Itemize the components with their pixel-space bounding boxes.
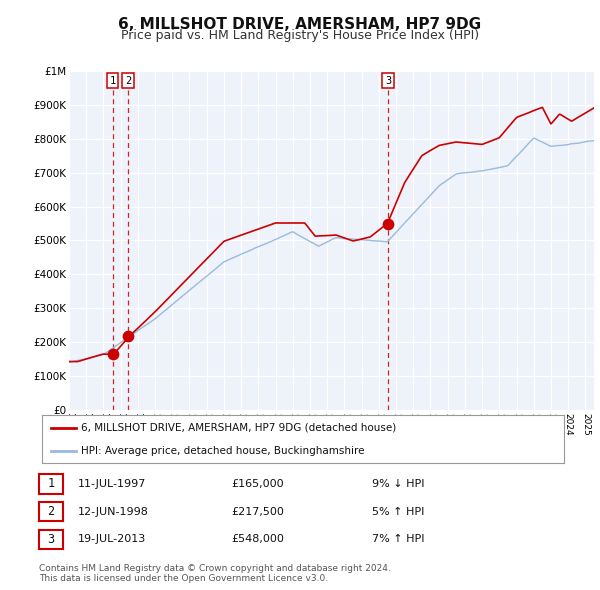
Text: 1: 1 bbox=[109, 76, 116, 86]
Text: 5% ↑ HPI: 5% ↑ HPI bbox=[372, 507, 424, 516]
Point bbox=[108, 349, 118, 359]
Text: 1: 1 bbox=[47, 477, 55, 490]
Text: HPI: Average price, detached house, Buckinghamshire: HPI: Average price, detached house, Buck… bbox=[81, 446, 365, 456]
Text: 6, MILLSHOT DRIVE, AMERSHAM, HP7 9DG: 6, MILLSHOT DRIVE, AMERSHAM, HP7 9DG bbox=[118, 17, 482, 31]
Text: £548,000: £548,000 bbox=[231, 535, 284, 544]
Text: 2: 2 bbox=[47, 505, 55, 518]
Point bbox=[124, 332, 133, 341]
Text: 2: 2 bbox=[125, 76, 131, 86]
Text: 11-JUL-1997: 11-JUL-1997 bbox=[78, 479, 146, 489]
Text: £165,000: £165,000 bbox=[231, 479, 284, 489]
Text: 9% ↓ HPI: 9% ↓ HPI bbox=[372, 479, 425, 489]
Text: 7% ↑ HPI: 7% ↑ HPI bbox=[372, 535, 425, 544]
Point bbox=[383, 219, 393, 229]
Text: 12-JUN-1998: 12-JUN-1998 bbox=[78, 507, 149, 516]
Text: 19-JUL-2013: 19-JUL-2013 bbox=[78, 535, 146, 544]
Text: Price paid vs. HM Land Registry's House Price Index (HPI): Price paid vs. HM Land Registry's House … bbox=[121, 30, 479, 42]
Text: 3: 3 bbox=[47, 533, 55, 546]
Text: 6, MILLSHOT DRIVE, AMERSHAM, HP7 9DG (detached house): 6, MILLSHOT DRIVE, AMERSHAM, HP7 9DG (de… bbox=[81, 423, 397, 433]
Text: Contains HM Land Registry data © Crown copyright and database right 2024.
This d: Contains HM Land Registry data © Crown c… bbox=[39, 563, 391, 583]
Text: 3: 3 bbox=[385, 76, 391, 86]
Text: £217,500: £217,500 bbox=[231, 507, 284, 516]
